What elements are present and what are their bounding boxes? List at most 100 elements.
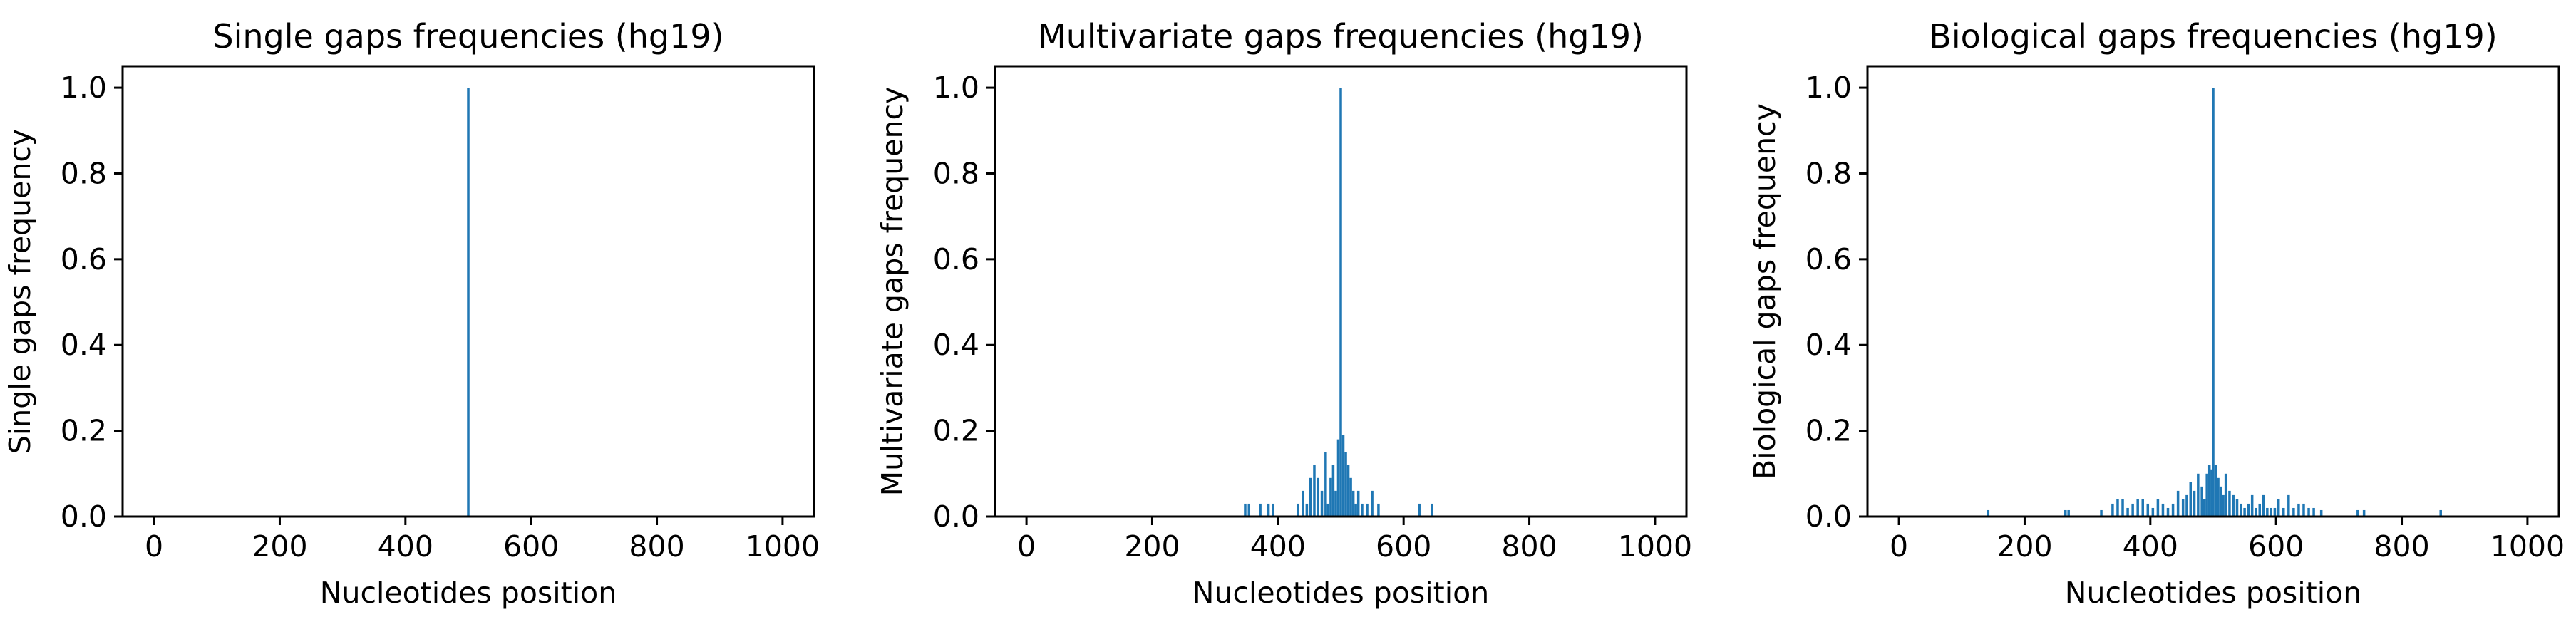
bar xyxy=(1302,490,1304,517)
bar xyxy=(1341,435,1345,517)
x-tick-label: 400 xyxy=(1250,529,1306,564)
bar xyxy=(2287,494,2290,517)
bar xyxy=(2282,507,2285,517)
bar xyxy=(1987,509,1990,517)
bar xyxy=(1247,503,1251,517)
bar xyxy=(2205,473,2208,517)
x-tick-label: 0 xyxy=(145,529,163,564)
y-tick-label: 0.4 xyxy=(1805,328,1852,362)
y-tick-label: 0.8 xyxy=(1805,156,1852,190)
chart-panel-3: 0 200 400 600 800 1000 0.0 0.2 0.4 0.6 0.8 1.0 Biolo… xyxy=(1748,17,2565,610)
x-tick-label: 800 xyxy=(629,529,684,564)
y-tick-label: 0.2 xyxy=(933,414,979,448)
x-tick-label: 400 xyxy=(378,529,433,564)
bar xyxy=(2307,507,2310,517)
bar xyxy=(1366,503,1369,517)
bar xyxy=(2250,494,2254,517)
y-tick-label: 0.0 xyxy=(61,499,107,534)
bar xyxy=(2176,490,2180,517)
x-tick-label: 400 xyxy=(2123,529,2178,564)
bar xyxy=(1244,503,1247,517)
bar xyxy=(1334,490,1337,517)
bar xyxy=(1377,503,1380,517)
x-tick-label: 1000 xyxy=(1618,529,1692,564)
bar xyxy=(2319,509,2323,517)
bar xyxy=(2111,503,2114,517)
bar xyxy=(2273,507,2277,517)
bar xyxy=(2100,509,2103,517)
bar xyxy=(2255,507,2257,517)
bar xyxy=(1313,465,1316,517)
bar xyxy=(2131,503,2134,517)
bar xyxy=(1371,490,1374,517)
x-tick-label: 200 xyxy=(252,529,307,564)
y-tick-label: 0.0 xyxy=(1805,499,1852,534)
bar xyxy=(2197,473,2200,517)
x-axis-label: Nucleotides position xyxy=(2065,576,2361,610)
bar xyxy=(2292,507,2295,517)
bar xyxy=(1354,503,1357,517)
bar xyxy=(2214,465,2217,517)
x-tick-label: 1000 xyxy=(2490,529,2565,564)
bar xyxy=(2210,469,2213,517)
bar xyxy=(1305,503,1309,517)
plot-area-frame xyxy=(121,65,815,518)
x-tick-label: 600 xyxy=(1376,529,1431,564)
bar xyxy=(2224,473,2227,517)
bar xyxy=(1336,439,1340,517)
bar xyxy=(2126,507,2129,517)
bar xyxy=(1267,503,1270,517)
y-tick-label: 0.8 xyxy=(933,156,979,190)
x-axis-label: Nucleotides position xyxy=(320,576,617,610)
bar xyxy=(1317,477,1320,517)
chart-panel-2: 0 200 400 600 800 1000 0.0 0.2 0.4 0.6 0.8 1.0 Multi… xyxy=(875,17,1692,610)
x-tick-label: 0 xyxy=(1890,529,1908,564)
bar xyxy=(2200,486,2203,517)
y-tick-label: 0.6 xyxy=(933,242,979,276)
y-tick-label: 0.4 xyxy=(61,328,107,362)
bar xyxy=(2146,503,2150,517)
x-tick-label: 600 xyxy=(2248,529,2304,564)
bar xyxy=(2212,88,2215,517)
bar xyxy=(2219,486,2222,517)
bar xyxy=(2258,503,2262,517)
bar xyxy=(1431,503,1433,517)
bar xyxy=(2240,503,2242,517)
bar xyxy=(1272,503,1274,517)
bar xyxy=(2312,507,2315,517)
chart-title: Biological gaps frequencies (hg19) xyxy=(1929,17,2497,56)
bar xyxy=(2151,507,2155,517)
bar xyxy=(2171,503,2175,517)
plot-area-frame xyxy=(994,65,1688,518)
chart-panel-1: 0 200 400 600 800 1000 0.0 0.2 0.4 0.6 0.8 1.0 Singl… xyxy=(3,17,820,610)
bar xyxy=(1309,477,1312,517)
bar xyxy=(467,88,470,517)
y-tick-label: 0.8 xyxy=(61,156,107,190)
y-tick-label: 0.0 xyxy=(933,499,979,534)
bar xyxy=(1349,477,1352,517)
bar xyxy=(2297,503,2300,517)
bar xyxy=(1346,465,1350,517)
y-tick-label: 1.0 xyxy=(1805,71,1852,105)
bar xyxy=(2356,509,2359,517)
bar xyxy=(1329,477,1332,517)
bar xyxy=(1344,452,1347,517)
bar xyxy=(2207,465,2211,517)
bar xyxy=(2262,494,2265,517)
x-tick-label: 800 xyxy=(2374,529,2429,564)
bar xyxy=(2166,507,2170,517)
bar xyxy=(1326,503,1330,517)
bar xyxy=(1339,88,1342,517)
y-tick-label: 1.0 xyxy=(933,71,979,105)
x-axis-label: Nucleotides position xyxy=(1192,576,1489,610)
bar xyxy=(2232,494,2235,517)
x-tick-label: 800 xyxy=(1501,529,1557,564)
bar xyxy=(2266,507,2269,517)
bar xyxy=(2156,499,2160,517)
bar xyxy=(2189,482,2193,517)
bar xyxy=(2243,507,2246,517)
y-tick-label: 0.4 xyxy=(933,328,979,362)
y-axis-label: Single gaps frequency xyxy=(3,129,37,454)
bar xyxy=(2362,509,2366,517)
